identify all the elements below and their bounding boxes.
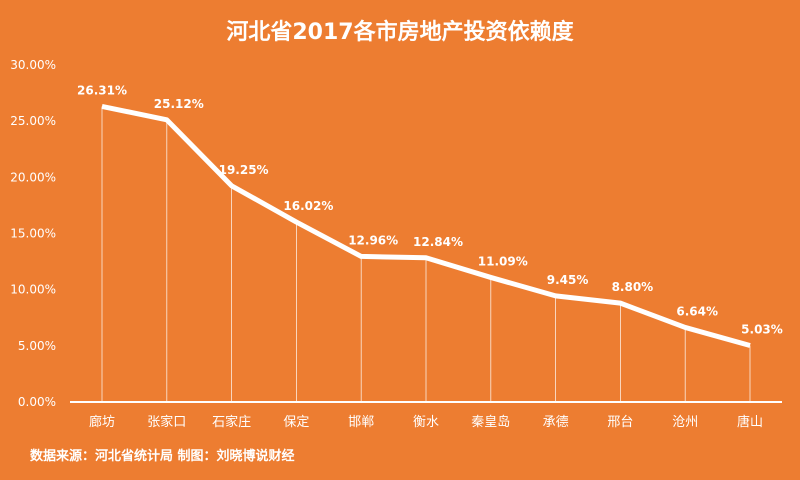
x-tick-label: 张家口 (147, 414, 186, 430)
x-tick-label: 秦皇岛 (471, 414, 510, 430)
x-tick-label: 石家庄 (212, 414, 251, 430)
x-tick-label: 廊坊 (89, 414, 115, 430)
data-label: 16.02% (283, 199, 333, 213)
y-tick-label: 25.00% (10, 114, 56, 128)
source-note: 数据来源：河北省统计局 制图：刘晓博说财经 (30, 449, 295, 464)
y-tick-label: 20.00% (10, 170, 56, 184)
data-label: 6.64% (676, 304, 718, 318)
series-line (101, 104, 751, 348)
x-tick-label: 保定 (283, 415, 309, 430)
x-tick-label: 承德 (543, 415, 569, 430)
data-label: 12.96% (348, 233, 398, 247)
chart-title: 河北省2017各市房地产投资依赖度 (226, 20, 574, 45)
data-label: 26.31% (77, 83, 127, 97)
y-tick-label: 5.00% (18, 339, 56, 353)
y-tick-label: 30.00% (10, 58, 56, 72)
x-tick-label: 沧州 (672, 414, 698, 430)
data-label: 8.80% (612, 280, 654, 294)
data-label: 25.12% (154, 97, 204, 111)
data-label: 5.03% (741, 322, 783, 336)
x-tick-label: 衡水 (413, 415, 439, 430)
y-tick-label: 10.00% (10, 283, 56, 297)
y-tick-label: 15.00% (10, 227, 56, 241)
data-label: 19.25% (219, 163, 269, 177)
x-tick-label: 邢台 (607, 415, 633, 430)
data-label: 11.09% (478, 254, 528, 268)
y-tick-label: 0.00% (18, 395, 56, 409)
x-tick-label: 唐山 (737, 414, 763, 430)
data-label: 9.45% (547, 273, 589, 287)
x-tick-label: 邯郸 (348, 415, 374, 430)
data-label: 12.84% (413, 235, 463, 249)
